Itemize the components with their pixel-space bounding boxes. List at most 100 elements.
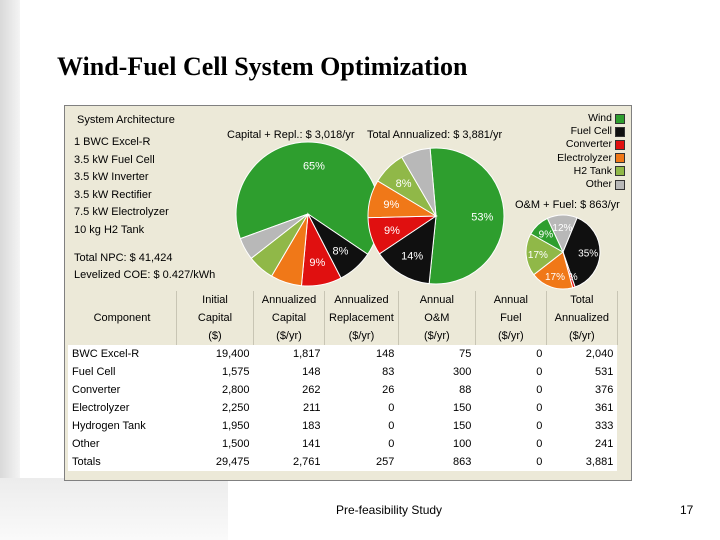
table-cell: 150 (398, 417, 476, 435)
pie-slice-label: 65% (303, 160, 325, 172)
slide-footer: Pre-feasibility Study (336, 503, 443, 517)
table-cell: 2,800 (176, 381, 254, 399)
table-header-row: Component Capital Capital Replacement O&… (68, 309, 618, 327)
table-header-cell: Annualized (546, 309, 618, 327)
table-header-cell: Fuel (475, 309, 547, 327)
table-row: Fuel Cell 1,575 148 83 300 0 531 (68, 363, 618, 381)
table-cell: 257 (324, 453, 399, 471)
legend-swatch (615, 126, 625, 137)
table-row: Electrolyzer 2,250 211 0 150 0 361 (68, 399, 618, 417)
table-cell: 211 (253, 399, 325, 417)
pie-legend: Wind Fuel Cell Converter Electrolyzer H2… (547, 112, 625, 191)
table-cell: 100 (398, 435, 476, 453)
legend-label: Other (585, 178, 612, 191)
table-header-cell: Annual (475, 291, 547, 309)
table-cell: 1,500 (176, 435, 254, 453)
architecture-list: 1 BWC Excel-R 3.5 kW Fuel Cell 3.5 kW In… (74, 134, 169, 239)
decorative-bottom-band (0, 478, 228, 540)
pie-slice (239, 213, 309, 260)
legend-label: Electrolyzer (557, 151, 612, 164)
table-cell: Electrolyzer (68, 399, 177, 417)
architecture-item: 1 BWC Excel-R (74, 136, 151, 148)
cost-breakdown-table: Initial Annualized Annualized Annual Ann… (68, 291, 618, 471)
table-cell: 376 (546, 381, 618, 399)
table-cell: 2,040 (546, 345, 618, 363)
table-cell: 19,400 (176, 345, 254, 363)
legend-item: Wind (547, 112, 625, 125)
legend-item: H2 Tank (547, 165, 625, 178)
table-cell: Totals (68, 453, 177, 471)
table-row: Hydrogen Tank 1,950 183 0 150 0 333 (68, 417, 618, 435)
slide-title: Wind-Fuel Cell System Optimization (57, 52, 468, 81)
table-cell: 333 (546, 417, 618, 435)
table-header-cell: ($/yr) (398, 327, 476, 345)
table-cell: 863 (398, 453, 476, 471)
table-cell: 0 (475, 453, 547, 471)
pie-slice (378, 214, 437, 285)
capital-repl-label: Capital + Repl.: $ 3,018/yr (227, 129, 355, 141)
table-cell: 141 (253, 435, 325, 453)
pie-slice (525, 233, 564, 276)
table-cell: Other (68, 435, 177, 453)
legend-swatch (615, 166, 625, 177)
legend-label: Converter (565, 138, 612, 151)
table-cell: Converter (68, 381, 177, 399)
total-annualized-pie: 53% 14% 9% 9% 8% (367, 147, 505, 285)
levelized-coe: Levelized COE: $ 0.427/kWh (74, 269, 216, 281)
pie-slice-label: 17% (528, 250, 548, 261)
page-number: 17 (680, 503, 694, 517)
table-cell: 1,817 (253, 345, 325, 363)
pie-slice-label: 12% (552, 223, 572, 234)
table-cell: 0 (324, 435, 399, 453)
architecture-item: 7.5 kW Electrolyzer (74, 206, 169, 218)
pie-slice (401, 147, 437, 217)
legend-item: Fuel Cell (547, 125, 625, 138)
table-cell: 0 (475, 435, 547, 453)
legend-swatch (615, 113, 625, 124)
pie-slice (530, 217, 565, 254)
table-header-cell (68, 327, 177, 345)
table-cell: 531 (546, 363, 618, 381)
pie-slice-label: 9% (383, 199, 399, 211)
table-row: Other 1,500 141 0 100 0 241 (68, 435, 618, 453)
legend-swatch (615, 153, 625, 164)
table-cell: 1,950 (176, 417, 254, 435)
legend-swatch (615, 140, 625, 150)
pie-slice (533, 251, 574, 290)
table-header-row: Initial Annualized Annualized Annual Ann… (68, 291, 618, 309)
table-cell: 0 (324, 399, 399, 417)
table-cell: BWC Excel-R (68, 345, 177, 363)
legend-swatch (615, 179, 625, 190)
pie-charts: 65%8%9%53%14%9%9%8%12%35%0%17%17%9% (235, 141, 601, 290)
pie-slice-label: 9% (384, 225, 400, 237)
table-cell: 262 (253, 381, 325, 399)
table-row: Converter 2,800 262 26 88 0 376 (68, 381, 618, 399)
legend-item: Converter (547, 138, 625, 151)
table-header-cell: Capital (176, 309, 254, 327)
table-header-cell: Annualized (324, 291, 399, 309)
system-architecture-title: System Architecture (77, 114, 175, 126)
table-cell: 300 (398, 363, 476, 381)
table-header-cell: Annualized (253, 291, 325, 309)
table-cell: 83 (324, 363, 399, 381)
table-cell: 148 (253, 363, 325, 381)
optimization-results-panel: System Architecture 1 BWC Excel-R 3.5 kW… (64, 105, 632, 481)
table-cell: 26 (324, 381, 399, 399)
pie-slice-label: 8% (333, 246, 349, 258)
table-header-cell: Initial (176, 291, 254, 309)
architecture-item: 3.5 kW Fuel Cell (74, 153, 155, 166)
table-cell: 241 (546, 435, 618, 453)
legend-label: Wind (588, 112, 612, 124)
pie-slice-label: 14% (401, 251, 423, 263)
table-row-totals: Totals 29,475 2,761 257 863 0 3,881 (68, 453, 618, 471)
npc-summary: Total NPC: $ 41,424 Levelized COE: $ 0.4… (74, 250, 215, 284)
legend-label: Fuel Cell (570, 125, 612, 138)
architecture-item: 3.5 kW Rectifier (74, 188, 152, 201)
total-npc: Total NPC: $ 41,424 (74, 252, 173, 264)
table-header-cell: ($/yr) (546, 327, 618, 345)
capital-repl-pie: 65% 8% 9% (235, 141, 381, 287)
pie-slice-label: 53% (471, 211, 493, 223)
table-header-cell: Annual (398, 291, 476, 309)
table-header-row: ($) ($/yr) ($/yr) ($/yr) ($/yr) ($/yr) (68, 327, 618, 345)
table-cell: 361 (546, 399, 618, 417)
